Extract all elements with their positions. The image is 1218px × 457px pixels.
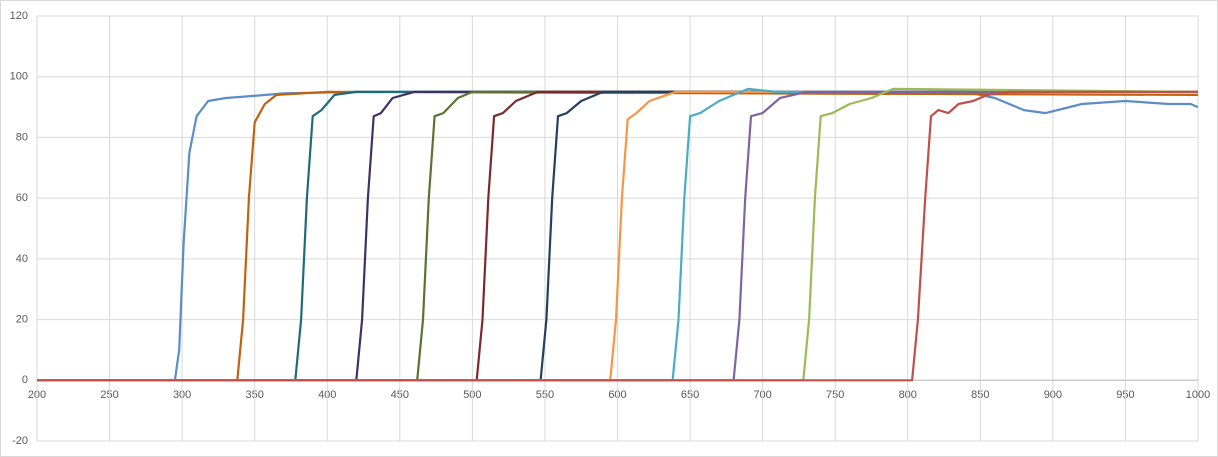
- series-line: [37, 87, 1199, 382]
- series-line: [37, 90, 1198, 382]
- y-tick-label: 0: [22, 374, 28, 386]
- y-tick-label: 60: [16, 192, 28, 204]
- series-line: [37, 90, 1199, 382]
- series-line: [37, 90, 1198, 382]
- y-tick-label: 20: [16, 313, 28, 325]
- y-tick-label: 120: [10, 10, 28, 22]
- series-line: [37, 90, 1198, 382]
- y-tick-label: -20: [12, 435, 28, 447]
- y-tick-label: 40: [16, 253, 28, 265]
- y-tick-label: 100: [10, 71, 28, 83]
- series-line: [37, 90, 1198, 382]
- series-line: [37, 90, 1198, 382]
- y-tick-label: 80: [16, 131, 28, 143]
- series-line: [37, 90, 1198, 382]
- series-line: [37, 87, 1198, 382]
- series-line: [37, 90, 1198, 382]
- series-line: [37, 90, 1198, 382]
